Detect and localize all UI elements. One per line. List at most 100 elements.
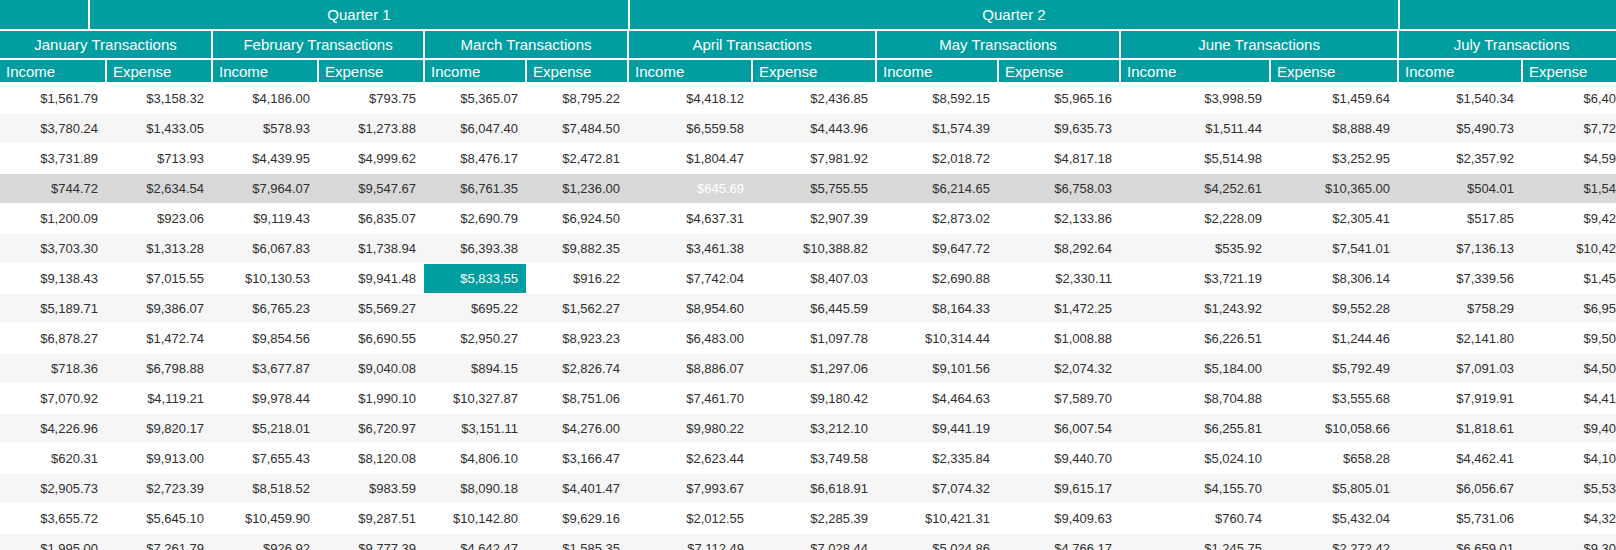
cell[interactable]: $9,441.19	[876, 413, 998, 443]
cell[interactable]: $8,407.03	[752, 263, 876, 293]
cell[interactable]: $5,024.86	[876, 533, 998, 550]
column-header-income[interactable]: Income	[876, 59, 998, 83]
cell[interactable]: $1,562.27	[526, 293, 628, 323]
cell[interactable]: $9,635.73	[998, 113, 1120, 143]
cell[interactable]: $8,306.14	[1270, 263, 1398, 293]
cell[interactable]: $2,634.54	[106, 173, 212, 203]
column-header-income[interactable]: Income	[1120, 59, 1270, 83]
cell[interactable]: $8,886.07	[628, 353, 752, 383]
cell[interactable]: $1,008.88	[998, 323, 1120, 353]
cell[interactable]: $2,623.44	[628, 443, 752, 473]
cell[interactable]: $2,436.85	[752, 83, 876, 113]
cell[interactable]: $10,388.82	[752, 233, 876, 263]
cell[interactable]: $1,472.74	[106, 323, 212, 353]
cell[interactable]: $3,555.68	[1270, 383, 1398, 413]
cell[interactable]: $9,40	[1522, 413, 1616, 443]
quarter-header-q1[interactable]: Quarter 1	[88, 0, 628, 29]
cell[interactable]: $4,401.47	[526, 473, 628, 503]
cell[interactable]: $1,245.75	[1120, 533, 1270, 550]
cell[interactable]: $4,418.12	[628, 83, 752, 113]
cell[interactable]: $9,386.07	[106, 293, 212, 323]
cell[interactable]: $7,541.01	[1270, 233, 1398, 263]
cell[interactable]: $1,459.64	[1270, 83, 1398, 113]
cell[interactable]: $7,074.32	[876, 473, 998, 503]
cell[interactable]: $5,805.01	[1270, 473, 1398, 503]
cell[interactable]: $4,10	[1522, 443, 1616, 473]
cell[interactable]: $3,703.30	[0, 233, 106, 263]
cell[interactable]: $8,954.60	[628, 293, 752, 323]
cell[interactable]: $2,873.02	[876, 203, 998, 233]
cell[interactable]: $9,980.22	[628, 413, 752, 443]
cell[interactable]: $1,540.34	[1398, 83, 1522, 113]
cell[interactable]: $1,236.00	[526, 173, 628, 203]
cell[interactable]: $2,018.72	[876, 143, 998, 173]
cell[interactable]: $4,642.47	[424, 533, 526, 550]
cell[interactable]: $4,50	[1522, 353, 1616, 383]
column-header-income[interactable]: Income	[628, 59, 752, 83]
cell[interactable]: $1,738.94	[318, 233, 424, 263]
cell[interactable]: $2,272.42	[1270, 533, 1398, 550]
cell[interactable]: $3,721.19	[1120, 263, 1270, 293]
cell[interactable]: $658.28	[1270, 443, 1398, 473]
cell[interactable]: $517.85	[1398, 203, 1522, 233]
cell[interactable]: $1,561.79	[0, 83, 106, 113]
cell[interactable]: $7,261.79	[106, 533, 212, 550]
cell[interactable]: $4,186.00	[212, 83, 318, 113]
cell[interactable]: $2,305.41	[1270, 203, 1398, 233]
cell[interactable]: $4,817.18	[998, 143, 1120, 173]
cell[interactable]: $2,141.80	[1398, 323, 1522, 353]
cell[interactable]: $3,655.72	[0, 503, 106, 533]
cell[interactable]: $3,731.89	[0, 143, 106, 173]
cell[interactable]: $10,142.80	[424, 503, 526, 533]
cell[interactable]: $4,276.00	[526, 413, 628, 443]
cell[interactable]: $7,742.04	[628, 263, 752, 293]
cell[interactable]: $1,990.10	[318, 383, 424, 413]
cell[interactable]: $2,826.74	[526, 353, 628, 383]
cell[interactable]: $9,882.35	[526, 233, 628, 263]
cell[interactable]: $5,189.71	[0, 293, 106, 323]
cell[interactable]: $9,854.56	[212, 323, 318, 353]
cell[interactable]: $2,074.32	[998, 353, 1120, 383]
cell[interactable]: $8,090.18	[424, 473, 526, 503]
cell[interactable]: $10,327.87	[424, 383, 526, 413]
column-header-expense[interactable]: Expense	[1522, 59, 1616, 83]
cell[interactable]: $6,483.00	[628, 323, 752, 353]
cell[interactable]: $4,637.31	[628, 203, 752, 233]
column-header-income[interactable]: Income	[0, 59, 106, 83]
cell[interactable]: $6,007.54	[998, 413, 1120, 443]
cell[interactable]: $3,780.24	[0, 113, 106, 143]
cell[interactable]: $9,040.08	[318, 353, 424, 383]
cell[interactable]: $926.92	[212, 533, 318, 550]
cell[interactable]: $10,365.00	[1270, 173, 1398, 203]
cell[interactable]: $1,804.47	[628, 143, 752, 173]
cell[interactable]: $5,184.00	[1120, 353, 1270, 383]
cell[interactable]: $9,138.43	[0, 263, 106, 293]
cell[interactable]: $1,200.09	[0, 203, 106, 233]
cell[interactable]: $7,091.03	[1398, 353, 1522, 383]
cell[interactable]: $718.36	[0, 353, 106, 383]
cell[interactable]: $9,978.44	[212, 383, 318, 413]
cell[interactable]: $923.06	[106, 203, 212, 233]
cell[interactable]: $2,285.39	[752, 503, 876, 533]
quarter-header-q2[interactable]: Quarter 2	[628, 0, 1398, 29]
cell[interactable]: $3,166.47	[526, 443, 628, 473]
cell[interactable]: $6,690.55	[318, 323, 424, 353]
cell[interactable]: $5,490.73	[1398, 113, 1522, 143]
cell[interactable]: $2,950.27	[424, 323, 526, 353]
cell[interactable]: $9,287.51	[318, 503, 424, 533]
cell[interactable]: $8,476.17	[424, 143, 526, 173]
cell[interactable]: $2,472.81	[526, 143, 628, 173]
cell[interactable]: $1,313.28	[106, 233, 212, 263]
cell[interactable]: $4,252.61	[1120, 173, 1270, 203]
cell[interactable]: $2,690.79	[424, 203, 526, 233]
cell[interactable]: $10,421.31	[876, 503, 998, 533]
cell[interactable]: $4,439.95	[212, 143, 318, 173]
cell[interactable]: $3,461.38	[628, 233, 752, 263]
cell[interactable]: $8,923.23	[526, 323, 628, 353]
cell[interactable]: $4,999.62	[318, 143, 424, 173]
cell[interactable]: $4,155.70	[1120, 473, 1270, 503]
cell[interactable]: $645.69	[628, 173, 752, 203]
cell[interactable]: $2,690.88	[876, 263, 998, 293]
cell[interactable]: $1,818.61	[1398, 413, 1522, 443]
cell[interactable]: $4,806.10	[424, 443, 526, 473]
